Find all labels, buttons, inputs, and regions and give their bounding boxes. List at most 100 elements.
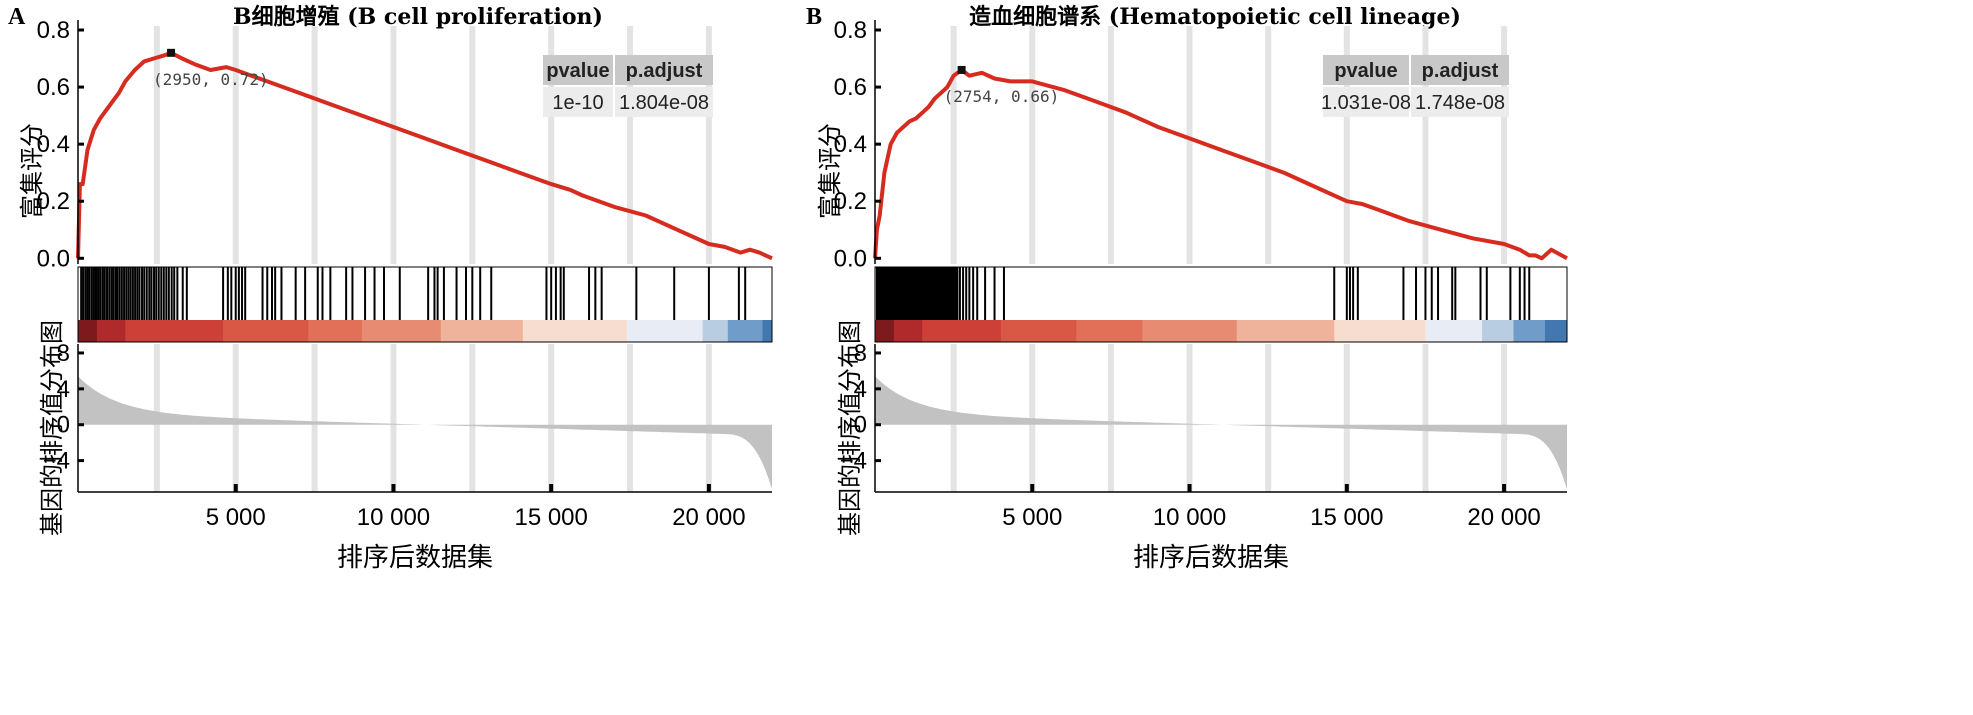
gridline	[1343, 26, 1350, 264]
heat-segment	[78, 320, 98, 342]
gridline	[311, 26, 318, 264]
x-tick-label: 5 000	[1002, 504, 1062, 531]
table-value-cell	[1411, 87, 1509, 117]
es-y-tick-label: 0.8	[37, 17, 70, 44]
table-value-cell	[615, 87, 713, 117]
chart-title: 造血细胞谱系 (Hematopoietic cell lineage)	[969, 4, 1461, 30]
heat-segment	[762, 320, 773, 342]
gridline	[311, 344, 318, 492]
rank-y-tick-label: 8	[57, 340, 70, 367]
gridline	[548, 344, 555, 492]
table-value: 1e-10	[552, 92, 603, 114]
gridline	[1501, 344, 1508, 492]
es-y-tick-label: 0.6	[37, 74, 70, 101]
peak-marker	[167, 48, 176, 57]
rank-y-tick-label: 0	[57, 412, 70, 439]
gridline	[1186, 344, 1193, 492]
enrichment-score-line	[873, 68, 1568, 261]
heat-segment	[1425, 320, 1483, 342]
rank-y-tick-label: −4	[43, 448, 70, 475]
gridline	[1186, 26, 1193, 264]
rank-y-tick-label: 8	[854, 340, 867, 367]
es-y-tick-label: 0.4	[37, 131, 70, 158]
heat-segment	[702, 320, 729, 342]
gridline	[153, 26, 160, 264]
heat-segment	[1076, 320, 1143, 342]
gridline	[1501, 26, 1508, 264]
gridline	[950, 26, 957, 264]
x-tick-label: 20 000	[1467, 504, 1540, 531]
heat-segment	[1513, 320, 1546, 342]
gsea-panel-b: B 造血细胞谱系 (Hematopoietic cell lineage) (275…	[806, 4, 1568, 573]
gridline	[548, 26, 555, 264]
heat-segment	[875, 320, 895, 342]
gridline	[1107, 26, 1114, 264]
gridline	[705, 344, 712, 492]
gridline	[390, 344, 397, 492]
chart-title: B细胞增殖 (B cell proliferation)	[233, 4, 603, 30]
panel-label: B	[806, 4, 822, 30]
heat-segment	[522, 320, 628, 342]
gridline	[469, 26, 476, 264]
table-header-cell	[543, 55, 613, 85]
gridline	[705, 26, 712, 264]
es-y-tick-label: 0.6	[834, 74, 867, 101]
table-value: 1.031e-08	[1321, 92, 1411, 114]
rank-y-tick-label: −4	[840, 448, 867, 475]
x-tick-label: 15 000	[1310, 504, 1383, 531]
gridline	[1422, 26, 1429, 264]
heat-segment	[893, 320, 923, 342]
heat-segment	[1544, 320, 1568, 342]
hit-heat-frame	[77, 266, 773, 343]
gridline	[627, 344, 634, 492]
table-header-cell	[1411, 55, 1509, 85]
table-value: 1.748e-08	[1415, 92, 1505, 114]
es-y-tick-label: 0.0	[37, 245, 70, 272]
heat-segment	[626, 320, 704, 342]
gridline	[1107, 344, 1114, 492]
x-tick-label: 10 000	[1153, 504, 1226, 531]
table-value-cell	[543, 87, 613, 117]
heat-segment	[1000, 320, 1077, 342]
x-tick-label: 10 000	[357, 504, 430, 531]
hit-band	[875, 267, 1567, 320]
enrichment-score-line	[76, 50, 773, 261]
peak-label: (2950, 0.72)	[153, 70, 269, 89]
x-tick-label: 20 000	[672, 504, 745, 531]
rank-y-tick-label: 0	[854, 412, 867, 439]
heat-segment	[1236, 320, 1335, 342]
hit-band	[78, 267, 772, 320]
es-y-tick-label: 0.0	[834, 245, 867, 272]
heat-segment	[1482, 320, 1515, 342]
es-y-tick-label: 0.2	[834, 188, 867, 215]
gridline	[1343, 344, 1350, 492]
gridline	[1265, 344, 1272, 492]
heat-segment	[125, 320, 224, 342]
table-value-cell	[1323, 87, 1409, 117]
table-header: p.adjust	[1422, 60, 1499, 82]
gridline	[390, 26, 397, 264]
heat-segment	[361, 320, 442, 342]
heat-segment	[308, 320, 363, 342]
heat-segment	[1334, 320, 1426, 342]
heat-segment	[1142, 320, 1238, 342]
panel-label: A	[8, 4, 26, 30]
gridline	[232, 26, 239, 264]
gridline	[627, 26, 634, 264]
heat-segment	[440, 320, 524, 342]
ranked-list-area	[875, 376, 1567, 490]
rank-y-axis-label: 基因的排序值分布图	[836, 320, 864, 536]
es-y-tick-label: 0.2	[37, 188, 70, 215]
gridline	[1422, 344, 1429, 492]
x-axis-label: 排序后数据集	[1133, 543, 1289, 573]
heat-segment	[223, 320, 309, 342]
gsea-panel-a: A B细胞增殖 (B cell proliferation) (2950, 0.72…	[8, 4, 773, 573]
gridline	[232, 344, 239, 492]
peak-label: (2754, 0.66)	[944, 87, 1060, 106]
peak-marker	[957, 65, 966, 74]
hit-heat-frame	[874, 266, 1568, 343]
gridline	[1029, 344, 1036, 492]
heat-segment	[922, 320, 1002, 342]
es-y-axis-label: 富集评分	[18, 123, 46, 219]
